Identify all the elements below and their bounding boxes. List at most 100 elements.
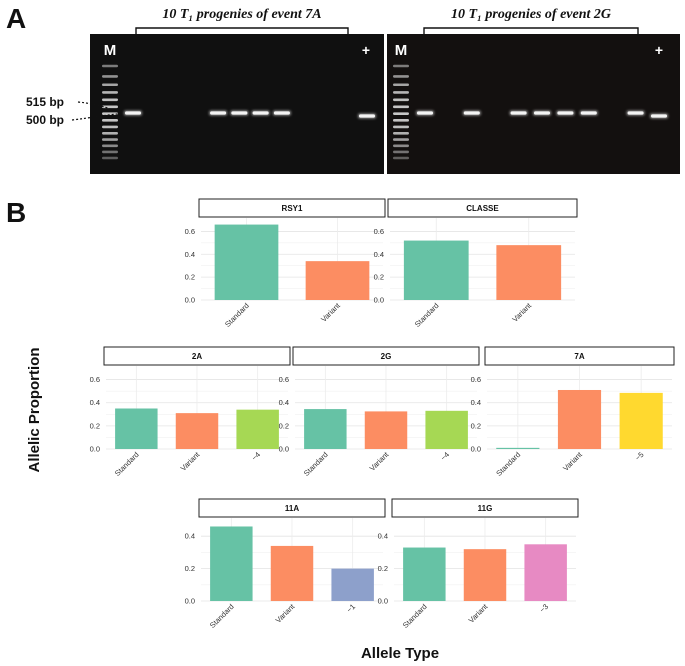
y-tick-label: 0.0	[374, 296, 384, 305]
bar-2g-1	[364, 411, 408, 449]
bar-11a-0	[210, 526, 253, 601]
gel-1-title: 10 T₁ progenies of event 7A	[162, 7, 321, 22]
ladder-band	[393, 105, 409, 109]
facet-title: CLASSE	[466, 204, 499, 213]
y-tick-label: 0.0	[378, 597, 388, 606]
facet-2g: 2G 0.0 0.2 0.4 0.6 Standard Variant −4	[279, 346, 480, 478]
ladder-band	[102, 75, 118, 78]
ladder-band	[393, 98, 409, 102]
x-tick-label: Standard	[494, 450, 522, 478]
x-tick-label: Standard	[401, 602, 429, 630]
gel-band	[231, 111, 248, 115]
facet-11g: 11G 0.0 0.2 0.4 Standard Variant −3	[378, 498, 579, 630]
facet-charts: RSY1 0.0 0.2 0.4 0.6 Standard Variant CLASSE 0.0…	[90, 198, 675, 630]
facet-classe: CLASSE 0.0 0.2 0.4 0.6 Standard Variant	[374, 198, 578, 329]
bar-11g-1	[463, 549, 507, 601]
ladder-band	[102, 125, 118, 129]
x-tick-label: Standard	[223, 301, 251, 329]
y-tick-label: 0.2	[374, 273, 384, 282]
bar-2a-0	[115, 408, 158, 449]
bar-rsy1-0	[214, 224, 279, 300]
y-tick-label: 0.0	[279, 445, 289, 454]
y-tick-label: 0.4	[374, 250, 384, 259]
ladder-band	[393, 125, 409, 129]
panel-a-letter: A	[6, 3, 26, 34]
gel-band	[651, 114, 667, 118]
x-tick-label: Standard	[208, 602, 236, 630]
bar-rsy1-1	[305, 261, 370, 300]
facet-strip	[391, 498, 579, 518]
bar-classe-0	[403, 240, 469, 300]
y-tick-label: 0.6	[185, 227, 195, 236]
x-tick-label: Standard	[113, 450, 141, 478]
gel-1-positive-label: +	[362, 42, 370, 58]
ladder-band	[393, 64, 409, 68]
y-tick-label: 0.0	[90, 445, 100, 454]
facet-title: 2A	[192, 352, 202, 361]
y-tick-label: 0.4	[90, 398, 100, 407]
y-tick-label: 0.4	[185, 250, 195, 259]
ladder-band	[102, 138, 118, 141]
y-axis-title: Allelic Proportion	[26, 347, 43, 472]
facet-title: RSY1	[282, 204, 303, 213]
ladder-band	[393, 150, 409, 154]
x-tick-label: −4	[250, 450, 262, 462]
y-tick-label: 0.2	[471, 421, 481, 430]
bar-classe-1	[496, 245, 562, 300]
gel-2-background	[387, 34, 680, 174]
x-tick-label: Variant	[319, 300, 342, 323]
x-tick-label: Variant	[368, 449, 391, 472]
ladder-band	[393, 138, 409, 141]
bp-label-515: 515 bp	[26, 95, 64, 109]
gel-band	[210, 111, 227, 115]
ladder-band	[393, 75, 409, 78]
gel-2-positive-label: +	[655, 42, 663, 58]
ladder-band	[102, 132, 118, 135]
bar-2g-0	[304, 409, 347, 449]
bar-2a-1	[175, 413, 219, 449]
facet-strip	[387, 198, 578, 218]
bar-11g-0	[403, 547, 446, 601]
x-tick-label: −5	[633, 450, 645, 462]
x-tick-label: −4	[439, 450, 451, 462]
facet-strip	[198, 198, 386, 218]
y-tick-label: 0.6	[471, 375, 481, 384]
gel-2-marker-label: M	[395, 42, 408, 59]
bar-7a-1	[557, 389, 602, 449]
gel-2-bands	[416, 110, 668, 119]
x-tick-label: Variant	[467, 601, 490, 624]
y-tick-label: 0.4	[185, 532, 195, 541]
facet-title: 11G	[478, 504, 493, 513]
bar-11g-2	[524, 544, 567, 601]
facet-strip	[292, 346, 480, 366]
gel-band	[417, 111, 433, 115]
x-tick-label: Variant	[510, 300, 533, 323]
y-tick-label: 0.4	[378, 532, 388, 541]
facet-11a: 11A 0.0 0.2 0.4 Standard Variant −1	[185, 498, 386, 630]
facet-strip	[103, 346, 291, 366]
gel-2-ladder	[393, 64, 409, 160]
bar-11a-2	[331, 568, 374, 601]
y-tick-label: 0.0	[185, 597, 195, 606]
bar-2g-2	[425, 410, 468, 449]
facet-title: 7A	[574, 352, 584, 361]
ladder-band	[393, 91, 409, 94]
y-tick-label: 0.2	[185, 564, 195, 573]
gel-band	[580, 111, 597, 115]
gel-2-bracket	[423, 27, 639, 36]
ladder-band	[393, 132, 409, 135]
gel-band	[627, 111, 644, 115]
facet-title: 11A	[285, 504, 299, 513]
bp-pointer-515	[77, 101, 119, 113]
gel-1-bracket	[135, 27, 349, 36]
facet-7a: 7A 0.0 0.2 0.4 0.6 Standard Variant −5	[471, 346, 675, 478]
y-tick-label: 0.6	[90, 375, 100, 384]
ladder-band	[102, 156, 118, 160]
ladder-band	[393, 156, 409, 160]
gel-band	[510, 111, 527, 115]
gel-band	[534, 111, 550, 115]
y-tick-label: 0.2	[185, 273, 195, 282]
ladder-band	[102, 83, 118, 87]
ladder-band	[393, 119, 409, 122]
